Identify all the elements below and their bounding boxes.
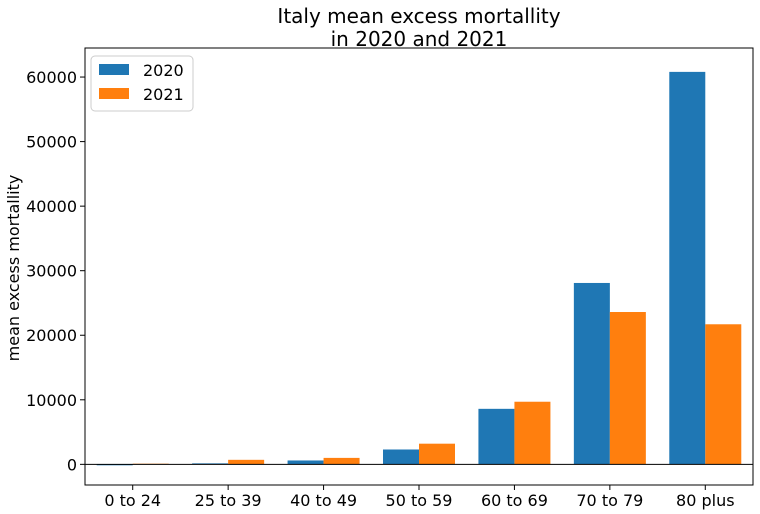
bar-2021-6 [705, 324, 742, 465]
y-tick-label-1: 10000 [26, 391, 77, 410]
x-tick-label-0: 0 to 24 [104, 491, 161, 510]
legend-swatch-2021 [99, 88, 129, 99]
chart-title-line-1: Italy mean excess mortallity [277, 4, 560, 28]
y-tick-label-3: 30000 [26, 262, 77, 281]
bar-2021-4 [514, 401, 551, 465]
y-tick-label-5: 50000 [26, 133, 77, 152]
x-tick-label-2: 40 to 49 [290, 491, 357, 510]
bar-2020-3 [383, 449, 419, 465]
x-tick-label-3: 50 to 59 [386, 491, 453, 510]
bar-2021-5 [609, 312, 646, 465]
x-tick-label-5: 70 to 79 [576, 491, 643, 510]
bar-2020-2 [287, 460, 324, 465]
bar-2020-4 [478, 408, 515, 465]
chart-title-line-2: in 2020 and 2021 [331, 27, 508, 51]
y-tick-label-2: 20000 [26, 326, 77, 345]
bar-2020-6 [669, 71, 706, 465]
y-axis-label: mean excess mortallity [4, 175, 23, 362]
plot-frame [84, 47, 754, 486]
bar-2021-2 [323, 457, 360, 465]
x-tick-label-1: 25 to 39 [195, 491, 262, 510]
bar-2021-3 [419, 443, 455, 465]
legend-label-2021: 2021 [143, 85, 184, 104]
plot-area: 0 10000 20000 30000 40000 50000 60000 0 to 24 25… [26, 47, 754, 510]
legend: 2020 2021 [90, 55, 194, 112]
x-tick-label-6: 80 plus [676, 491, 735, 510]
y-tick-label-6: 60000 [26, 68, 77, 87]
bar-2020-5 [573, 282, 610, 465]
y-tick-label-4: 40000 [26, 197, 77, 216]
legend-swatch-2020 [99, 64, 129, 75]
legend-label-2020: 2020 [143, 61, 184, 80]
bar-2021-1 [228, 459, 265, 465]
y-tick-label-0: 0 [67, 455, 77, 474]
x-tick-label-4: 60 to 69 [481, 491, 548, 510]
